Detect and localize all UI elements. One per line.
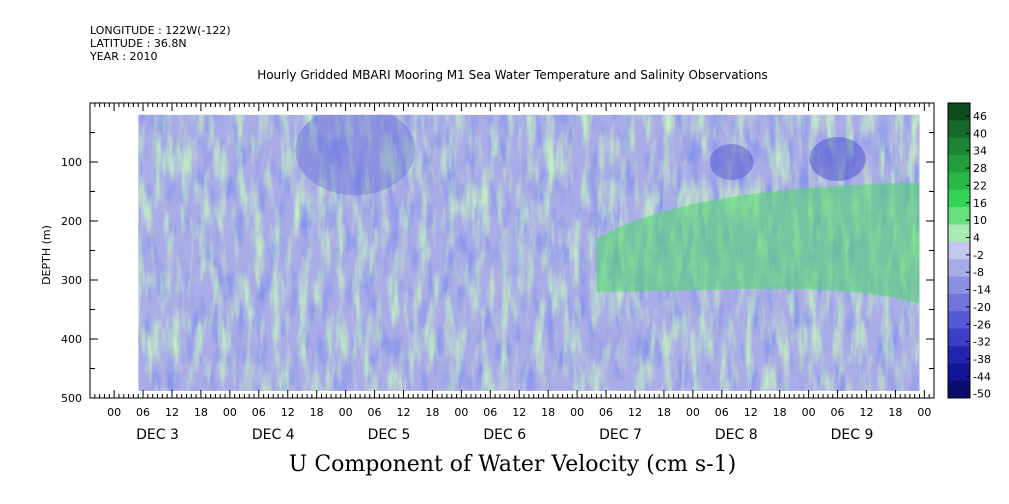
blue-patch <box>709 144 754 180</box>
colorbar-label: -38 <box>973 353 991 366</box>
colorbar-swatch <box>948 311 970 330</box>
colorbar-label: -44 <box>973 370 991 383</box>
colorbar-swatch <box>948 345 970 364</box>
x-tick-label: 18 <box>194 406 208 419</box>
colorbar-label: -14 <box>973 284 991 297</box>
y-tick-label: 400 <box>61 333 82 346</box>
colorbar-label: 34 <box>973 145 987 158</box>
x-tick-label: 18 <box>773 406 787 419</box>
y-tick-label: 100 <box>61 156 82 169</box>
x-day-label: DEC 4 <box>252 427 295 443</box>
colorbar-swatch <box>948 241 970 260</box>
x-day-label: DEC 5 <box>368 427 411 443</box>
latitude-label: LATITUDE : 36.8N <box>90 37 187 50</box>
longitude-label: LONGITUDE : 122W(-122) <box>90 24 231 37</box>
colorbar-swatch <box>948 224 970 243</box>
chart-title: Hourly Gridded MBARI Mooring M1 Sea Wate… <box>257 68 768 82</box>
x-day-label: DEC 3 <box>136 427 179 443</box>
axes: 00 06 12 18 DEC 3 00 06 12 18 DEC 4 00 06 12 18 DEC 5 0… <box>61 102 935 443</box>
colorbar-swatch <box>948 293 970 312</box>
x-tick-label: 00 <box>339 406 353 419</box>
colorbar-swatch <box>948 155 970 173</box>
year-label: YEAR : 2010 <box>90 50 158 63</box>
x-tick-label: 06 <box>136 406 150 419</box>
y-tick-label: 300 <box>61 274 82 287</box>
colorbar-label: 10 <box>973 214 987 227</box>
colorbar-label: -8 <box>973 266 984 279</box>
colorbar-swatch <box>948 380 970 399</box>
colorbar-swatch <box>948 363 970 382</box>
colorbar: 46 40 34 28 22 16 10 4 -2 -8 -14 -20 -26 -32 -38 -44 -50 <box>947 102 991 401</box>
colorbar-swatch <box>948 328 970 347</box>
x-tick-label: 12 <box>165 406 179 419</box>
x-tick-label: 06 <box>715 406 729 419</box>
green-region <box>596 182 920 304</box>
x-tick-label: 00 <box>917 406 931 419</box>
blue-patch <box>295 114 416 196</box>
x-tick-label: 06 <box>252 406 266 419</box>
variable-title: U Component of Water Velocity (cm s-1) <box>288 452 737 477</box>
y-tick-label: 500 <box>61 392 82 405</box>
colorbar-swatch <box>948 276 970 295</box>
colorbar-label: 28 <box>973 162 987 175</box>
x-tick-label: 00 <box>802 406 816 419</box>
x-tick-label: 06 <box>483 406 497 419</box>
x-day-label: DEC 7 <box>599 427 642 443</box>
colorbar-label: -20 <box>973 301 991 314</box>
colorbar-label: 16 <box>973 197 987 210</box>
x-tick-label: 12 <box>859 406 873 419</box>
colorbar-label: 46 <box>973 110 987 123</box>
x-tick-label: 12 <box>281 406 295 419</box>
x-tick-label: 12 <box>512 406 526 419</box>
blue-patch <box>809 137 866 182</box>
colorbar-label: -2 <box>973 249 984 262</box>
x-tick-label: 06 <box>831 406 845 419</box>
colorbar-swatch <box>948 103 970 121</box>
x-tick-label: 18 <box>425 406 439 419</box>
x-day-label: DEC 9 <box>831 427 874 443</box>
heatmap-field <box>138 114 920 391</box>
x-tick-label: 18 <box>657 406 671 419</box>
x-tick-label: 00 <box>223 406 237 419</box>
colorbar-swatch <box>948 189 970 208</box>
x-tick-label: 12 <box>628 406 642 419</box>
colorbar-label: 40 <box>973 127 987 140</box>
x-tick-label: 06 <box>599 406 613 419</box>
x-tick-label: 00 <box>107 406 121 419</box>
x-tick-label: 06 <box>368 406 382 419</box>
colorbar-swatch <box>948 259 970 278</box>
colorbar-swatch <box>948 172 970 191</box>
colorbar-label: -32 <box>973 336 991 349</box>
x-tick-label: 12 <box>744 406 758 419</box>
y-tick-label: 200 <box>61 215 82 228</box>
colorbar-label: 22 <box>973 179 987 192</box>
x-tick-label: 18 <box>541 406 555 419</box>
x-tick-label: 00 <box>686 406 700 419</box>
colorbar-label: -26 <box>973 318 991 331</box>
colorbar-swatch <box>948 137 970 156</box>
colorbar-frame <box>947 102 971 399</box>
colorbar-swatch <box>948 207 970 225</box>
colorbar-label: 4 <box>973 231 980 244</box>
x-day-label: DEC 8 <box>715 427 758 443</box>
x-tick-label: 00 <box>570 406 584 419</box>
colorbar-swatch <box>948 120 970 139</box>
x-tick-label: 00 <box>454 406 468 419</box>
x-day-label: DEC 6 <box>483 427 526 443</box>
x-tick-label: 12 <box>396 406 410 419</box>
x-tick-label: 18 <box>888 406 902 419</box>
x-tick-label: 18 <box>310 406 324 419</box>
colorbar-label: -50 <box>973 388 991 401</box>
